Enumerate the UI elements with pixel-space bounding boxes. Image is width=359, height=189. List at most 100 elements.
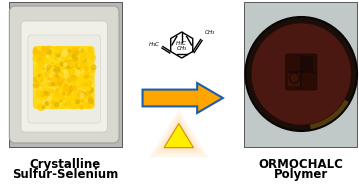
Circle shape — [34, 50, 38, 54]
Circle shape — [64, 79, 67, 81]
Circle shape — [85, 90, 87, 92]
Circle shape — [42, 50, 46, 54]
Circle shape — [50, 83, 52, 86]
Circle shape — [76, 63, 78, 65]
Circle shape — [72, 76, 77, 80]
Circle shape — [53, 80, 58, 85]
Circle shape — [82, 73, 86, 76]
Circle shape — [57, 77, 63, 82]
Circle shape — [48, 53, 54, 58]
Circle shape — [246, 17, 357, 131]
Circle shape — [34, 63, 36, 64]
Circle shape — [70, 51, 73, 54]
Circle shape — [251, 23, 351, 125]
Circle shape — [43, 77, 46, 79]
Circle shape — [43, 68, 45, 70]
Text: $H_3C$: $H_3C$ — [148, 40, 161, 49]
Circle shape — [34, 77, 38, 82]
Circle shape — [61, 71, 65, 75]
Circle shape — [56, 94, 61, 99]
Circle shape — [90, 68, 95, 73]
Circle shape — [52, 69, 55, 72]
Circle shape — [57, 101, 59, 104]
Circle shape — [68, 95, 73, 100]
Polygon shape — [163, 122, 195, 149]
Circle shape — [92, 103, 94, 105]
Circle shape — [79, 62, 81, 64]
Circle shape — [64, 92, 66, 95]
Circle shape — [57, 62, 60, 65]
Circle shape — [42, 79, 46, 83]
Circle shape — [82, 78, 86, 82]
Circle shape — [47, 65, 51, 69]
Circle shape — [46, 95, 51, 100]
Circle shape — [47, 50, 52, 54]
Circle shape — [60, 63, 63, 66]
Circle shape — [60, 78, 62, 80]
Circle shape — [37, 59, 41, 63]
Circle shape — [79, 85, 83, 88]
Circle shape — [44, 58, 48, 63]
Circle shape — [85, 63, 88, 65]
Circle shape — [57, 50, 62, 56]
Circle shape — [41, 61, 45, 64]
Circle shape — [56, 83, 58, 85]
Circle shape — [54, 75, 56, 77]
Circle shape — [88, 53, 92, 57]
Circle shape — [69, 60, 74, 65]
Text: Sulfur-Selenium: Sulfur-Selenium — [12, 168, 118, 181]
Circle shape — [48, 83, 52, 86]
Circle shape — [61, 85, 66, 90]
Circle shape — [48, 77, 51, 80]
Circle shape — [61, 74, 66, 79]
Circle shape — [62, 86, 66, 91]
Circle shape — [62, 103, 65, 107]
Circle shape — [70, 83, 73, 85]
Circle shape — [48, 83, 53, 89]
Text: $H_3C$: $H_3C$ — [175, 39, 188, 48]
Circle shape — [42, 93, 47, 98]
Circle shape — [80, 104, 82, 106]
Circle shape — [33, 57, 37, 60]
Circle shape — [52, 99, 56, 103]
Circle shape — [37, 85, 39, 87]
Circle shape — [61, 97, 64, 99]
Circle shape — [48, 83, 50, 85]
Circle shape — [84, 67, 88, 70]
Circle shape — [63, 50, 67, 54]
Circle shape — [50, 94, 52, 95]
Circle shape — [88, 88, 93, 93]
Circle shape — [73, 48, 76, 52]
Circle shape — [76, 100, 79, 104]
Circle shape — [38, 93, 41, 96]
Circle shape — [54, 67, 60, 73]
Circle shape — [62, 104, 65, 106]
Circle shape — [54, 80, 58, 85]
Circle shape — [67, 65, 73, 71]
Circle shape — [35, 82, 40, 88]
Circle shape — [42, 88, 46, 93]
Circle shape — [75, 71, 79, 76]
Circle shape — [87, 81, 91, 85]
Circle shape — [57, 79, 63, 84]
Circle shape — [61, 82, 64, 84]
Circle shape — [86, 91, 91, 95]
Circle shape — [56, 46, 60, 50]
Circle shape — [37, 78, 42, 82]
Circle shape — [75, 70, 80, 75]
Circle shape — [66, 60, 67, 62]
Circle shape — [85, 75, 89, 78]
Circle shape — [70, 96, 74, 100]
Circle shape — [47, 97, 50, 101]
Circle shape — [90, 55, 95, 60]
Circle shape — [39, 85, 42, 88]
Circle shape — [63, 53, 69, 58]
Circle shape — [53, 89, 57, 92]
Circle shape — [89, 72, 90, 74]
Circle shape — [45, 80, 51, 85]
Circle shape — [69, 76, 73, 80]
Circle shape — [64, 51, 67, 55]
Circle shape — [72, 55, 76, 60]
Circle shape — [62, 92, 65, 95]
Circle shape — [92, 64, 94, 66]
